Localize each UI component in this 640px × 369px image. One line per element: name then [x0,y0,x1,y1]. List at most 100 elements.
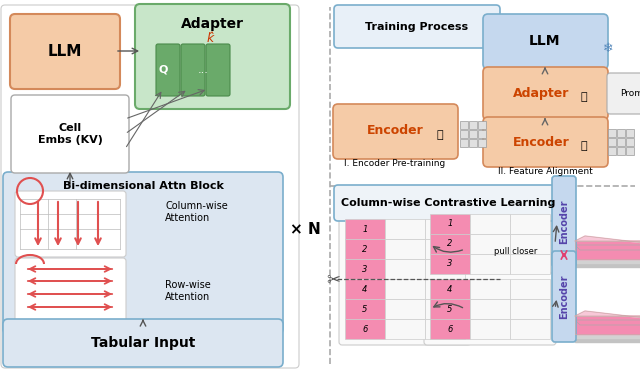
FancyBboxPatch shape [460,130,468,138]
Text: 1: 1 [447,220,452,228]
Text: pull closer: pull closer [493,248,537,256]
FancyBboxPatch shape [206,44,230,96]
FancyBboxPatch shape [425,239,465,259]
Text: 1: 1 [362,224,368,234]
FancyBboxPatch shape [425,319,465,339]
Text: 🔥: 🔥 [580,92,588,102]
FancyBboxPatch shape [552,176,576,267]
Polygon shape [575,241,640,259]
Text: Encoder: Encoder [559,199,569,244]
FancyBboxPatch shape [11,95,129,173]
FancyBboxPatch shape [385,299,425,319]
FancyBboxPatch shape [510,299,550,319]
FancyBboxPatch shape [478,139,486,147]
FancyBboxPatch shape [15,191,126,257]
FancyBboxPatch shape [510,214,550,234]
Text: Bi-dimensional Attn Block: Bi-dimensional Attn Block [63,181,223,191]
Text: 3: 3 [362,265,368,273]
FancyBboxPatch shape [425,279,465,299]
FancyBboxPatch shape [1,5,299,368]
Text: 🔥: 🔥 [436,130,444,140]
FancyBboxPatch shape [510,319,550,339]
Polygon shape [575,316,640,334]
FancyBboxPatch shape [345,279,385,299]
Text: Column-wise Contrastive Learning: Column-wise Contrastive Learning [341,198,555,208]
FancyBboxPatch shape [333,104,458,159]
FancyBboxPatch shape [470,319,510,339]
FancyBboxPatch shape [425,259,465,279]
FancyBboxPatch shape [135,4,290,109]
FancyBboxPatch shape [470,279,510,299]
FancyBboxPatch shape [607,73,640,114]
FancyBboxPatch shape [345,299,385,319]
Text: ✂: ✂ [326,270,340,288]
FancyBboxPatch shape [430,299,470,319]
FancyBboxPatch shape [345,239,385,259]
FancyBboxPatch shape [385,239,425,259]
FancyBboxPatch shape [483,67,608,120]
FancyBboxPatch shape [430,234,470,254]
FancyBboxPatch shape [339,213,471,345]
Text: 4: 4 [362,284,368,293]
Text: 6: 6 [447,324,452,334]
FancyBboxPatch shape [510,279,550,299]
Polygon shape [575,320,640,338]
FancyBboxPatch shape [510,254,550,274]
FancyBboxPatch shape [385,279,425,299]
Text: 6: 6 [362,324,368,334]
Text: 4: 4 [447,284,452,293]
FancyBboxPatch shape [345,219,385,239]
FancyBboxPatch shape [617,138,625,146]
FancyBboxPatch shape [385,319,425,339]
FancyBboxPatch shape [483,117,608,167]
FancyBboxPatch shape [181,44,205,96]
Polygon shape [575,311,640,321]
Text: Encoder: Encoder [367,124,424,138]
FancyBboxPatch shape [3,172,283,334]
FancyBboxPatch shape [424,208,556,280]
FancyBboxPatch shape [608,147,616,155]
Text: LLM: LLM [48,44,82,59]
FancyBboxPatch shape [385,259,425,279]
Polygon shape [575,249,640,267]
Text: k̂: k̂ [206,32,214,45]
Polygon shape [575,324,640,342]
FancyBboxPatch shape [469,139,477,147]
FancyBboxPatch shape [608,138,616,146]
FancyBboxPatch shape [385,219,425,239]
Text: Encoder: Encoder [513,135,570,148]
FancyBboxPatch shape [626,138,634,146]
Text: Adapter: Adapter [180,17,243,31]
FancyBboxPatch shape [608,129,616,137]
Polygon shape [575,236,640,246]
Text: ❄: ❄ [603,42,613,55]
FancyBboxPatch shape [430,319,470,339]
FancyBboxPatch shape [334,185,562,221]
Text: Training Process: Training Process [365,22,468,32]
FancyBboxPatch shape [424,273,556,345]
FancyBboxPatch shape [552,251,576,342]
FancyBboxPatch shape [469,121,477,129]
Text: × N: × N [290,221,321,237]
Text: ...: ... [198,65,209,75]
Text: Tabular Input: Tabular Input [91,336,195,350]
FancyBboxPatch shape [460,121,468,129]
Text: 🔥: 🔥 [580,141,588,151]
FancyBboxPatch shape [430,214,470,234]
Text: II. Feature Alignment: II. Feature Alignment [498,168,593,176]
FancyBboxPatch shape [626,129,634,137]
FancyBboxPatch shape [469,130,477,138]
FancyBboxPatch shape [470,214,510,234]
FancyBboxPatch shape [15,258,126,322]
Text: Prompt: Prompt [620,90,640,99]
FancyBboxPatch shape [334,5,500,48]
FancyBboxPatch shape [3,319,283,367]
FancyBboxPatch shape [156,44,180,96]
Text: Q: Q [158,65,168,75]
Text: Row-wise
Attention: Row-wise Attention [165,280,211,302]
FancyBboxPatch shape [478,121,486,129]
FancyBboxPatch shape [425,219,465,239]
Text: 3: 3 [447,259,452,269]
Text: Cell
Embs (KV): Cell Embs (KV) [38,123,102,145]
Text: Encoder: Encoder [559,274,569,319]
